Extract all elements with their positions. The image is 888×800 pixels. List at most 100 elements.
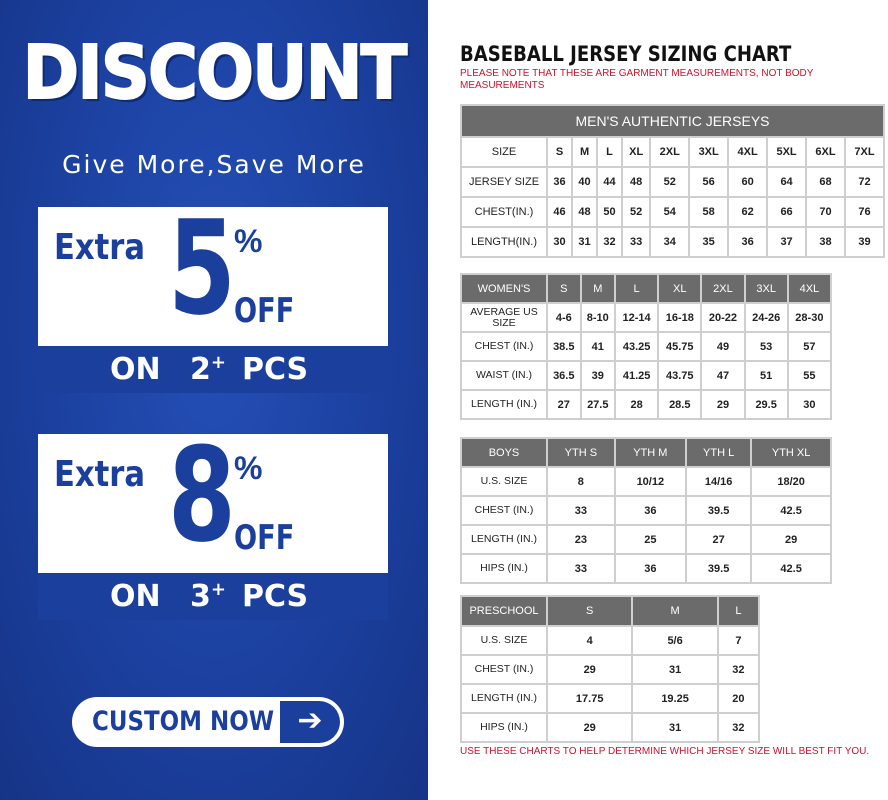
cell: 33: [546, 553, 616, 584]
cell: 33: [621, 226, 652, 258]
row-label: JERSEY SIZE: [460, 166, 548, 198]
boys-size-table: BOYS YTH S YTH M YTH L YTH XL U.S. SIZE 8 10/12…: [460, 437, 832, 584]
table-caption: MEN'S AUTHENTIC JERSEYS: [460, 104, 885, 138]
cell: 57: [786, 331, 833, 362]
cell: 20-22: [700, 302, 746, 333]
cell: 49: [700, 331, 746, 362]
column-header: S: [546, 273, 582, 304]
row-label: CHEST(IN.): [460, 196, 548, 228]
cell: 10/12: [613, 466, 687, 497]
offer-off: OFF: [234, 291, 295, 331]
pcs-label: PCS: [242, 579, 309, 614]
column-header: YTH L: [684, 437, 753, 468]
qty-value: 2: [190, 352, 211, 387]
cell: 39.5: [684, 553, 753, 584]
cell: 24-26: [743, 302, 789, 333]
cell: 4XL: [727, 136, 769, 168]
on-label: ON: [110, 352, 161, 387]
cell: 16-18: [657, 302, 703, 333]
cell: 62: [727, 196, 769, 228]
cell: 66: [766, 196, 808, 228]
cell: 32: [716, 712, 761, 743]
row-label: LENGTH (IN.): [460, 683, 548, 714]
table-header-row: BOYS YTH S YTH M YTH L YTH XL: [460, 437, 832, 468]
cell: 47: [700, 360, 746, 391]
cell: 5/6: [631, 625, 719, 656]
table-header-row: WOMEN'S S M L XL 2XL 3XL 4XL: [460, 273, 833, 304]
cell: 36: [613, 495, 687, 526]
cell: 27.5: [579, 389, 617, 420]
mens-size-table: MEN'S AUTHENTIC JERSEYS SIZE S M L XL 2XL 3XL 4X…: [460, 104, 885, 258]
offer-condition: ON 3+ PCS: [38, 570, 388, 620]
cell: 28: [613, 389, 660, 420]
table-row: CHEST(IN.) 46 48 50 52 54 58 62 66 70 76: [460, 196, 885, 228]
offer-card-1: Extra 5 % OFF ON 2+ PCS: [38, 203, 388, 393]
cell: 29.5: [743, 389, 789, 420]
cell: 29: [750, 524, 832, 555]
row-label: CHEST (IN.): [460, 654, 548, 685]
cell: 27: [684, 524, 753, 555]
cell: 38.5: [546, 331, 582, 362]
cell: 46: [545, 196, 574, 228]
row-label: HIPS (IN.): [460, 712, 548, 743]
cell: 29: [700, 389, 746, 420]
table-header-row: PRESCHOOL S M L: [460, 595, 761, 627]
measurement-note: PLEASE NOTE THAT THESE ARE GARMENT MEASU…: [460, 68, 814, 91]
cell: 4: [545, 625, 634, 656]
offer-off: OFF: [234, 518, 295, 558]
column-header: 3XL: [743, 273, 789, 304]
cell: 25: [613, 524, 687, 555]
cell: 52: [621, 196, 652, 228]
cell: 8-10: [579, 302, 617, 333]
cell: 52: [649, 166, 691, 198]
row-label: U.S. SIZE: [460, 625, 548, 656]
cell: 51: [743, 360, 789, 391]
cell: 29: [545, 654, 634, 685]
cell: 36: [727, 226, 769, 258]
cell: 3XL: [688, 136, 730, 168]
cell: L: [596, 136, 624, 168]
table-row: U.S. SIZE 4 5/6 7: [460, 625, 761, 656]
arrow-right-icon: ➔: [280, 701, 340, 743]
cell: 54: [649, 196, 691, 228]
cell: 4-6: [546, 302, 582, 333]
table-row: CHEST (IN.) 33 36 39.5 42.5: [460, 495, 832, 526]
custom-now-label: CUSTOM NOW: [92, 706, 275, 737]
plus: +: [210, 352, 226, 373]
column-header: L: [716, 595, 761, 627]
cell: 6XL: [805, 136, 846, 168]
table-row: CHEST (IN.) 29 31 32: [460, 654, 761, 685]
cell: 12-14: [613, 302, 660, 333]
header-label: PRESCHOOL: [460, 595, 548, 627]
cell: 70: [805, 196, 846, 228]
cell: 28-30: [786, 302, 833, 333]
column-header: 4XL: [786, 273, 833, 304]
offer-percent: %: [234, 450, 263, 486]
cell: 14/16: [684, 466, 753, 497]
table-row: LENGTH(IN.) 30 31 32 33 34 35 36 37 38 39: [460, 226, 885, 258]
womens-size-table: WOMEN'S S M L XL 2XL 3XL 4XL AVERAGE US SIZE 4-6 8…: [460, 273, 833, 420]
cell: 41: [579, 331, 617, 362]
cell: 76: [844, 196, 885, 228]
table-row: AVERAGE US SIZE 4-6 8-10 12-14 16-18 20-22 24-…: [460, 302, 833, 333]
preschool-size-table: PRESCHOOL S M L U.S. SIZE 4 5/6 7 CHEST (IN.) 29 3…: [460, 595, 761, 743]
qty: 2+: [190, 352, 226, 387]
cell: 42.5: [750, 495, 832, 526]
cell: 39: [844, 226, 885, 258]
column-header: L: [613, 273, 660, 304]
cell: 60: [727, 166, 769, 198]
column-header: YTH S: [546, 437, 616, 468]
cell: 31: [631, 654, 719, 685]
cell: 30: [786, 389, 833, 420]
cell: 31: [571, 226, 599, 258]
row-label: LENGTH (IN.): [460, 524, 548, 555]
cell: 48: [621, 166, 652, 198]
header-label: WOMEN'S: [460, 273, 548, 304]
offer-value: 8: [168, 419, 236, 571]
column-header: YTH M: [613, 437, 687, 468]
offer-condition: ON 2+ PCS: [38, 343, 388, 393]
custom-now-button[interactable]: CUSTOM NOW ➔: [72, 697, 344, 747]
cell: XL: [621, 136, 652, 168]
cell: 72: [844, 166, 885, 198]
cell: 19.25: [631, 683, 719, 714]
